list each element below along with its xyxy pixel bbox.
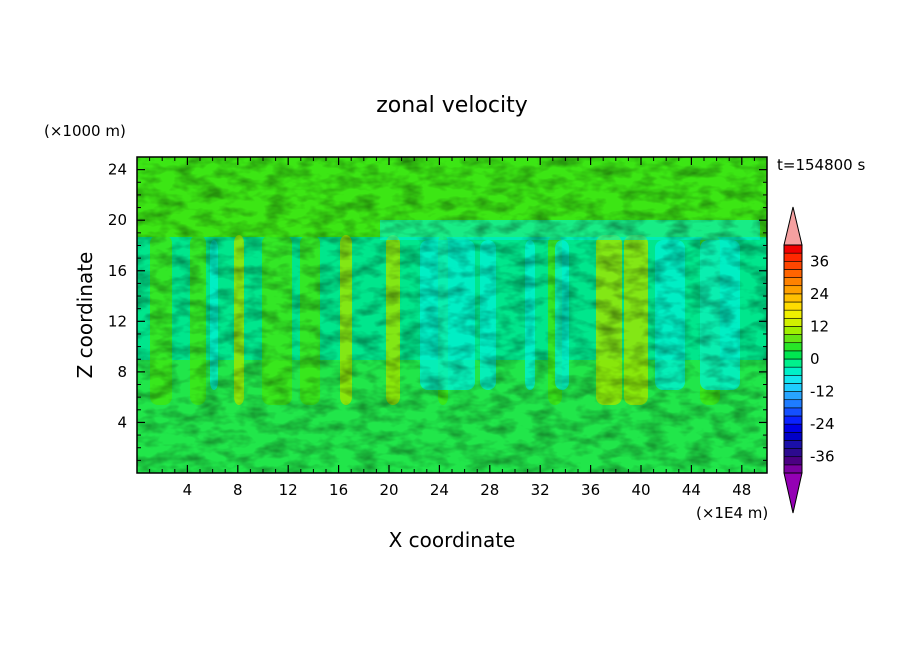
colorbar-swatch <box>783 334 803 344</box>
colorbar-swatch <box>783 440 803 449</box>
colorbar-under-triangle <box>783 472 803 514</box>
x-axis-label: X coordinate <box>389 528 516 552</box>
colorbar-swatch <box>783 269 803 278</box>
colorbar-swatch <box>783 244 803 254</box>
y-tick-label: 12 <box>108 312 127 330</box>
y-tick-label: 20 <box>108 211 127 229</box>
x-tick-label: 24 <box>430 481 449 499</box>
colorbar-swatch <box>783 293 803 303</box>
x-tick-label: 40 <box>631 481 650 499</box>
x-axis-ticks: 4 8 12 16 20 24 28 32 36 40 44 48 <box>149 157 755 499</box>
colorbar-swatch <box>783 326 803 335</box>
colorbar-swatch <box>783 317 803 327</box>
x-tick-label: 4 <box>183 481 193 499</box>
colorbar-swatch <box>783 391 803 401</box>
colorbar-swatch <box>783 277 803 287</box>
y-tick-label: 4 <box>117 413 127 431</box>
colorbar-swatch <box>783 431 803 441</box>
colorbar-tick-label: 24 <box>810 285 829 303</box>
colorbar-swatch <box>783 358 803 368</box>
x-tick-label: 20 <box>379 481 398 499</box>
colorbar-frame <box>783 244 803 474</box>
x-tick-label: 32 <box>531 481 550 499</box>
x-tick-label: 28 <box>480 481 499 499</box>
colorbar-swatch <box>783 260 803 270</box>
colorbar-swatch <box>783 415 803 425</box>
x-tick-label: 36 <box>581 481 600 499</box>
colorbar-swatch <box>783 309 803 319</box>
colorbar-swatch <box>783 285 803 295</box>
colorbar-swatch <box>783 342 803 352</box>
y-tick-label: 16 <box>108 262 127 280</box>
colorbar-tick-label: 12 <box>810 317 829 335</box>
y-axis-label: Z coordinate <box>73 252 97 379</box>
colorbar-swatch <box>783 448 803 458</box>
colorbar-tick-label: 36 <box>810 252 829 270</box>
colorbar-swatch <box>783 383 803 392</box>
chart-title: zonal velocity <box>376 93 528 118</box>
x-tick-label: 8 <box>233 481 243 499</box>
x-tick-label: 48 <box>732 481 751 499</box>
x-tick-label: 44 <box>682 481 701 499</box>
velocity-field <box>137 157 767 473</box>
x-unit-label: (×1E4 m) <box>696 504 768 522</box>
time-label: t=154800 s <box>777 156 865 174</box>
y-axis-ticks: 4 8 12 16 20 24 <box>108 161 767 461</box>
colorbar-tick-label: 0 <box>810 350 820 368</box>
y-unit-label: (×1000 m) <box>44 122 126 140</box>
colorbar-swatch <box>783 366 803 376</box>
colorbar-swatch <box>783 301 803 311</box>
colorbar-swatch <box>783 407 803 417</box>
field-texture <box>137 157 767 473</box>
colorbar-tick-label: -24 <box>810 415 835 433</box>
colorbar-swatch <box>783 252 803 262</box>
colorbar-over-triangle <box>783 206 803 246</box>
y-tick-label: 24 <box>108 161 127 179</box>
colorbar-swatch <box>783 456 803 466</box>
colorbar-swatch <box>783 464 803 474</box>
colorbar-swatch <box>783 350 803 360</box>
x-tick-label: 16 <box>329 481 348 499</box>
colorbar: 36 24 12 0 -12 -24 -36 <box>783 206 835 514</box>
y-tick-label: 8 <box>117 363 127 381</box>
x-tick-label: 12 <box>279 481 298 499</box>
colorbar-tick-label: -12 <box>810 383 835 401</box>
colorbar-tick-label: -36 <box>810 448 835 466</box>
colorbar-swatch <box>783 423 803 433</box>
colorbar-swatch <box>783 399 803 409</box>
colorbar-swatch <box>783 374 803 384</box>
